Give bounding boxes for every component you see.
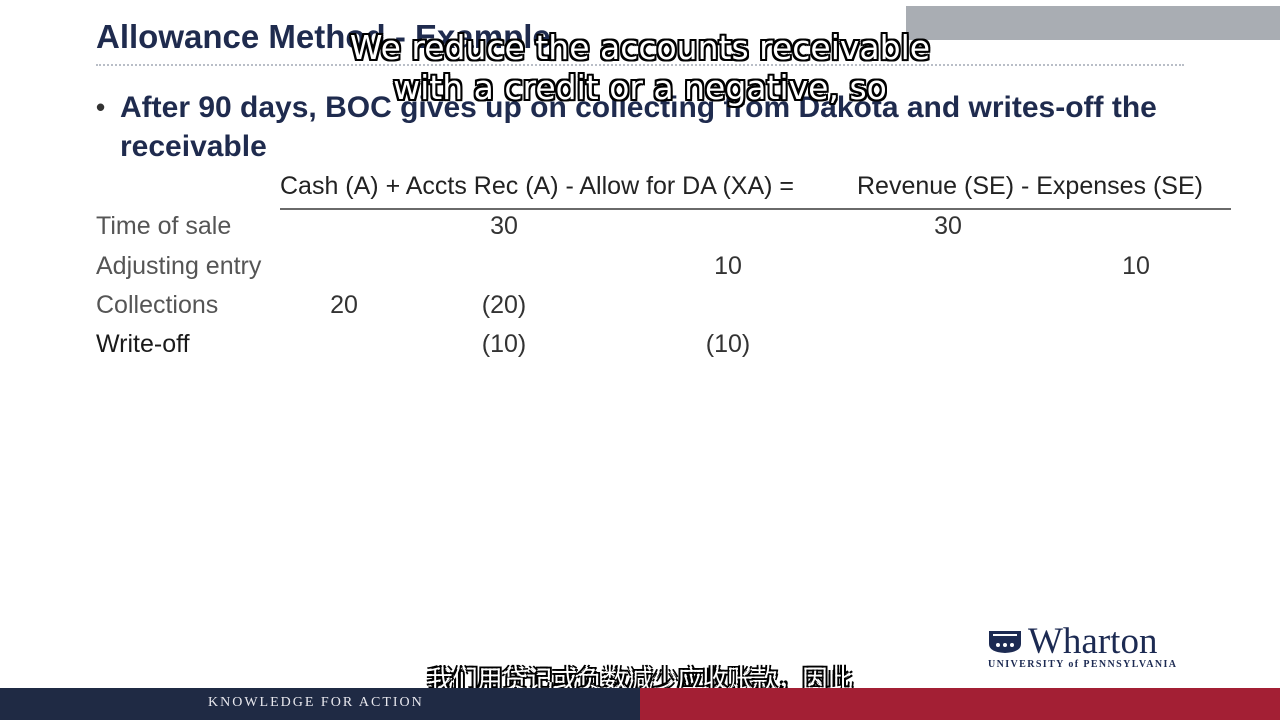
- cell-adjusting-entry-allowance: 10: [714, 252, 742, 280]
- bullet-marker: •: [96, 92, 106, 122]
- bullet-text: After 90 days, BOC gives up on collectin…: [120, 91, 1157, 163]
- row-label-adjusting-entry: Adjusting entry: [96, 252, 262, 280]
- footer-navy-band: [0, 688, 640, 720]
- row-label-time-of-sale: Time of sale: [96, 212, 232, 240]
- row-label-collections: Collections: [96, 291, 219, 319]
- penn-shield-icon: [989, 631, 1021, 653]
- logo-university-line: UNIVERSITY of PENNSYLVANIA: [988, 659, 1178, 670]
- subtitle-english-line-2: with a credit or a negative, so: [393, 68, 887, 107]
- cell-time-of-sale-revenue: 30: [934, 212, 962, 240]
- logo-wordmark: Wharton: [1028, 621, 1158, 662]
- cell-write-off-accts-rec: (10): [481, 330, 527, 358]
- wharton-logo: Wharton UNIVERSITY of PENNSYLVANIA: [988, 621, 1188, 672]
- slide-title: Allowance Method - Example: [96, 18, 551, 55]
- bullet-point: • After 90 days, BOC gives up on collect…: [96, 88, 1196, 166]
- cell-collections-accts-rec: (20): [481, 291, 527, 319]
- subtitle-english-line-1: We reduce the accounts receivable: [349, 28, 931, 67]
- cell-adjusting-entry-expenses: 10: [1122, 252, 1150, 280]
- row-label-write-off: Write-off: [96, 330, 190, 358]
- footer-red-band: [640, 688, 1280, 720]
- cell-time-of-sale-accts-rec: 30: [490, 212, 518, 240]
- cell-write-off-allowance: (10): [705, 330, 751, 358]
- equation-equity-side: Revenue (SE) - Expenses (SE): [857, 172, 1203, 200]
- title-divider: [96, 64, 1184, 66]
- top-grey-bar: [906, 6, 1280, 40]
- equation-assets-side: Cash (A) + Accts Rec (A) - Allow for DA …: [280, 172, 795, 200]
- cell-collections-cash: 20: [330, 291, 358, 319]
- equation-underline: [280, 208, 1231, 210]
- footer-tagline: KNOWLEDGE FOR ACTION: [208, 695, 424, 710]
